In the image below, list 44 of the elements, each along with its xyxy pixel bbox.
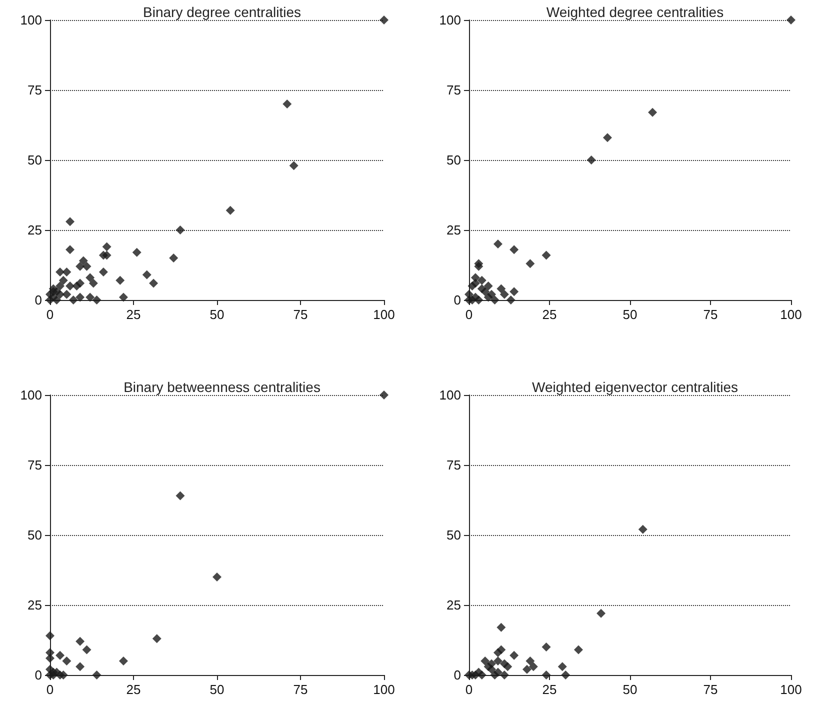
y-tick-label: 100: [20, 388, 42, 402]
x-tick-label: 100: [780, 307, 802, 322]
y-tick-label: 0: [454, 668, 461, 682]
y-tick-label: 0: [34, 668, 42, 682]
x-tick-label: 25: [542, 307, 557, 322]
y-tick-label: 25: [28, 598, 42, 612]
y-tick-label: 50: [28, 528, 42, 542]
y-tick-label: 75: [28, 82, 42, 98]
x-tick-label: 100: [373, 307, 395, 322]
y-tick-label: 75: [446, 82, 461, 98]
x-tick-label: 0: [465, 307, 473, 322]
x-tick-label: 50: [210, 307, 224, 322]
x-tick-label: 0: [46, 682, 54, 697]
chart-title: Weighted degree centralities: [546, 4, 724, 20]
x-tick-label: 100: [373, 682, 395, 697]
y-tick-label: 75: [446, 458, 461, 472]
x-tick-label: 25: [126, 682, 141, 697]
y-tick-label: 75: [28, 458, 42, 472]
y-tick-label: 100: [20, 12, 42, 28]
x-tick-label: 100: [780, 682, 802, 697]
x-tick-label: 25: [542, 682, 557, 697]
x-tick-label: 0: [46, 307, 54, 322]
x-tick-label: 75: [293, 682, 308, 697]
y-tick-label: 100: [439, 12, 461, 28]
y-tick-label: 50: [446, 152, 461, 168]
x-tick-label: 0: [465, 682, 473, 697]
y-tick-label: 0: [454, 292, 461, 308]
x-tick-label: 50: [622, 682, 638, 697]
chart-title: Weighted eigenvector centralities: [532, 379, 738, 395]
y-tick-label: 100: [439, 388, 461, 402]
x-tick-label: 75: [703, 682, 718, 697]
y-tick-label: 25: [446, 598, 461, 612]
y-tick-label: 25: [446, 222, 461, 238]
x-tick-label: 75: [703, 307, 718, 322]
y-tick-label: 50: [446, 528, 461, 542]
x-tick-label: 50: [622, 307, 638, 322]
chart-title: Binary betweenness centralities: [124, 379, 320, 395]
chart-title: Binary degree centralities: [143, 4, 301, 20]
x-tick-label: 25: [126, 307, 141, 322]
y-tick-label: 50: [28, 152, 42, 168]
y-tick-label: 25: [28, 222, 42, 238]
x-tick-label: 75: [293, 307, 308, 322]
y-tick-label: 0: [34, 292, 42, 308]
x-tick-label: 50: [210, 682, 224, 697]
